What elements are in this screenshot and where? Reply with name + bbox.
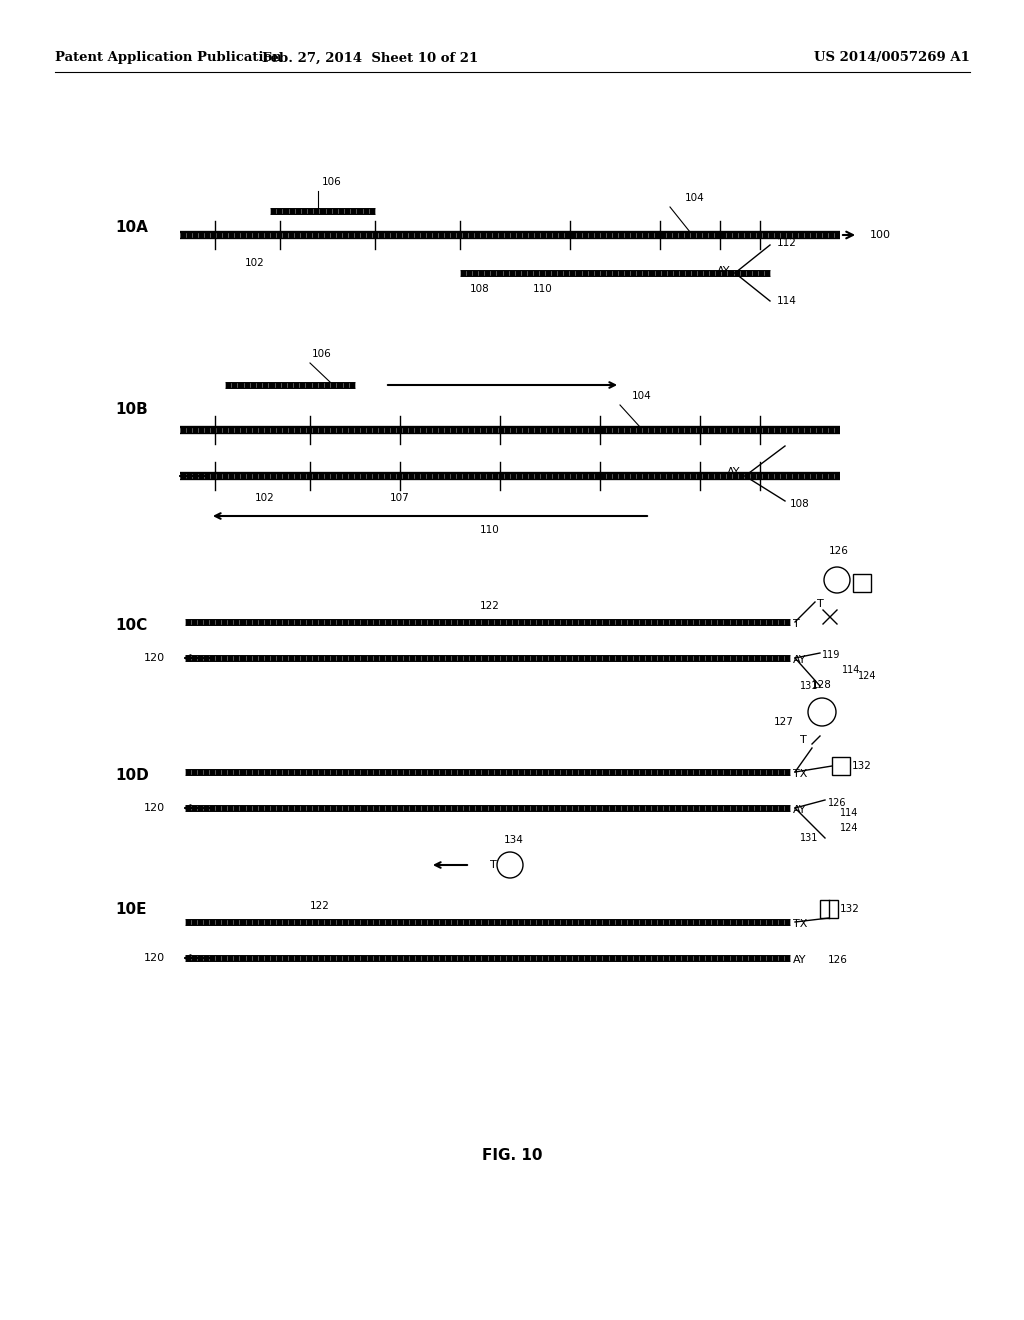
Text: 124: 124 [840,822,858,833]
Text: 132: 132 [840,904,860,913]
Text: 102: 102 [245,257,265,268]
Text: 110: 110 [534,284,553,294]
Text: 10A: 10A [115,220,147,235]
Text: 122: 122 [310,902,330,911]
Text: US 2014/0057269 A1: US 2014/0057269 A1 [814,51,970,65]
Text: 106: 106 [322,177,342,187]
Text: AY: AY [793,655,807,665]
Text: 100: 100 [870,230,891,240]
Text: 120: 120 [144,953,165,964]
Text: Patent Application Publication: Patent Application Publication [55,51,282,65]
Bar [820,900,838,917]
Text: AY: AY [726,467,740,477]
Text: AY: AY [793,805,807,814]
Text: 134: 134 [504,836,524,845]
Text: Feb. 27, 2014  Sheet 10 of 21: Feb. 27, 2014 Sheet 10 of 21 [262,51,478,65]
Text: 108: 108 [790,499,810,510]
Text: T: T [800,735,807,744]
Text: T: T [490,861,497,870]
Text: 120: 120 [144,653,165,663]
Text: 10E: 10E [115,903,146,917]
Text: 110: 110 [480,525,500,535]
Text: 126: 126 [828,954,848,965]
Text: 104: 104 [685,193,705,203]
Text: 131: 131 [800,833,818,843]
Text: 120: 120 [144,803,165,813]
Text: T: T [817,599,823,609]
Text: FIG. 10: FIG. 10 [481,1147,543,1163]
Text: 108: 108 [470,284,489,294]
Text: 107: 107 [390,492,410,503]
Text: 10C: 10C [115,618,147,632]
Text: 104: 104 [632,391,651,401]
Text: AY: AY [717,267,730,276]
Text: 10B: 10B [115,403,147,417]
Text: 132: 132 [852,762,871,771]
Text: 122: 122 [480,601,500,611]
Text: TX: TX [793,919,807,929]
Text: 124: 124 [858,671,877,681]
Text: AY: AY [793,954,807,965]
Text: 119: 119 [822,649,841,660]
Text: TX: TX [793,770,807,779]
Text: 114: 114 [842,665,860,675]
Text: 126: 126 [828,799,847,808]
Text: T: T [793,619,800,630]
Bar [853,574,871,591]
Text: 106: 106 [312,348,332,359]
Text: 126: 126 [829,546,849,556]
Text: 10D: 10D [115,767,148,783]
Text: 128: 128 [812,680,831,690]
Text: 114: 114 [777,296,797,306]
Text: 112: 112 [777,238,797,248]
Text: 102: 102 [255,492,274,503]
Text: 114: 114 [840,808,858,818]
Text: 131: 131 [800,681,818,690]
Bar [831,756,850,775]
Text: 127: 127 [774,717,794,727]
